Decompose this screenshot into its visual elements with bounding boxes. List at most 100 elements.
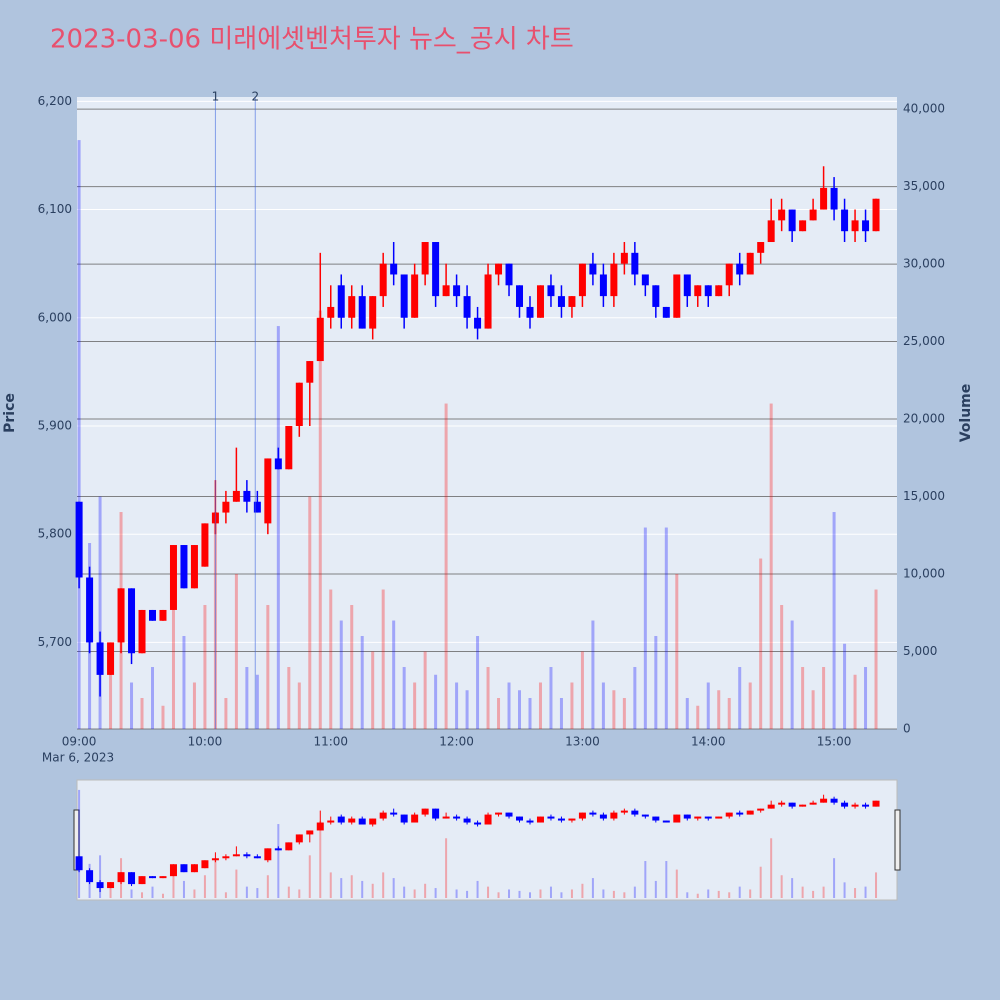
range-candle-body [662,820,670,823]
range-volume-bar [581,883,584,898]
volume-bar [507,682,511,729]
range-candle-body [620,810,628,813]
range-candle-body [379,812,387,819]
range-candle-body [547,816,555,819]
range-volume-bar [476,880,479,898]
range-volume-bar [749,889,752,898]
range-candle-body [820,798,828,803]
volume-bar [790,620,794,729]
range-handle[interactable] [894,809,901,871]
volume-bar [276,326,280,729]
volume-bar [77,140,81,729]
candle-body [128,588,136,654]
volume-bar [360,636,364,729]
range-candle-body [495,812,503,815]
candle-body [516,285,524,307]
range-volume-bar [214,858,217,898]
candle-body [641,274,649,286]
chart-title: 2023-03-06 미래에셋벤처투자 뉴스_공시 차트 [50,25,574,55]
x-tick-label: 11:00 [313,735,348,749]
range-volume-bar [497,892,500,898]
range-volume-bar [455,889,458,898]
range-volume-bar [518,890,521,898]
candle-body [788,209,796,232]
candle-body [274,458,282,470]
volume-bar [203,605,207,729]
range-volume-bar [466,890,469,898]
range-volume-bar [287,886,290,898]
candle-body [474,317,482,329]
annotation-label: 2 [251,90,259,104]
range-candle-body [264,848,272,861]
candle-body [872,198,880,232]
range-candle-body [516,816,524,821]
candle-body [526,306,534,318]
range-volume-bar [235,869,238,898]
range-volume-bar [770,838,773,898]
volume-bar [98,496,102,729]
range-volume-bar [812,890,815,898]
candle-body [746,252,754,275]
volume-bar [822,667,826,729]
range-volume-bar [371,883,374,898]
volume-bar [297,682,301,729]
y2-tick-label: 40,000 [903,102,945,116]
range-volume-bar [717,890,720,898]
candle-body [107,642,115,675]
x-tick-label: 12:00 [439,735,474,749]
range-candle-body [117,872,125,883]
range-candle-body [746,810,754,815]
volume-bar [171,589,175,729]
candle-body [442,285,450,297]
volume-bar [643,527,647,729]
volume-bar [601,682,605,729]
range-candle-body [348,818,356,823]
range-volume-bar [403,886,406,898]
volume-bar [612,690,616,729]
range-volume-bar [780,875,783,898]
range-candle-body [253,856,261,859]
volume-bar [140,698,144,729]
candle-body [841,209,849,232]
range-volume-bar [843,882,846,898]
volume-bar [413,682,417,729]
range-volume-bar [875,872,878,898]
range-slider[interactable] [76,779,898,901]
candle-body [589,263,597,275]
y2-tick-label: 35,000 [903,179,945,193]
range-volume-bar [539,889,542,898]
volume-bar [696,705,700,729]
volume-bar [528,698,532,729]
range-candle-body [453,816,461,819]
x-tick-label: 09:00 [62,735,97,749]
range-candle-body [327,820,335,823]
candle-body [96,642,104,675]
range-volume-bar [728,892,731,898]
y-tick-label: 5,900 [38,418,72,432]
candle-body [327,306,335,318]
range-candle-body [421,808,429,815]
y2-tick-label: 20,000 [903,412,945,426]
range-candle-body [138,876,146,885]
range-candle-body [148,876,156,879]
range-candle-body [243,854,251,857]
range-candle-body [432,808,440,819]
range-volume-bar [329,872,332,898]
range-volume-bar [340,878,343,898]
candle-body [232,490,240,502]
range-volume-bar [560,892,563,898]
volume-bar [234,574,238,729]
range-candle-body [830,798,838,803]
volume-bar [874,589,878,729]
range-candle-body [358,818,366,825]
range-candle-body [159,876,167,879]
range-candle-body [568,818,576,821]
range-volume-bar [623,892,626,898]
candle-body [348,296,356,318]
range-volume-bar [445,838,448,898]
volume-bar [224,698,228,729]
candle-body [337,285,345,318]
candle-body [75,501,83,578]
candle-body [253,501,261,513]
